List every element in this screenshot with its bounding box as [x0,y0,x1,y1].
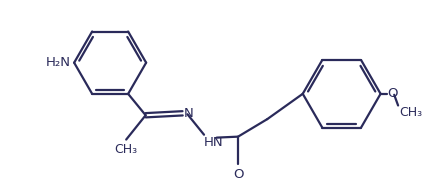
Text: O: O [388,87,398,100]
Text: O: O [233,168,243,181]
Text: CH₃: CH₃ [115,143,138,157]
Text: CH₃: CH₃ [399,106,422,120]
Text: HN: HN [204,136,224,149]
Text: N: N [184,107,193,120]
Text: H₂N: H₂N [45,56,70,69]
